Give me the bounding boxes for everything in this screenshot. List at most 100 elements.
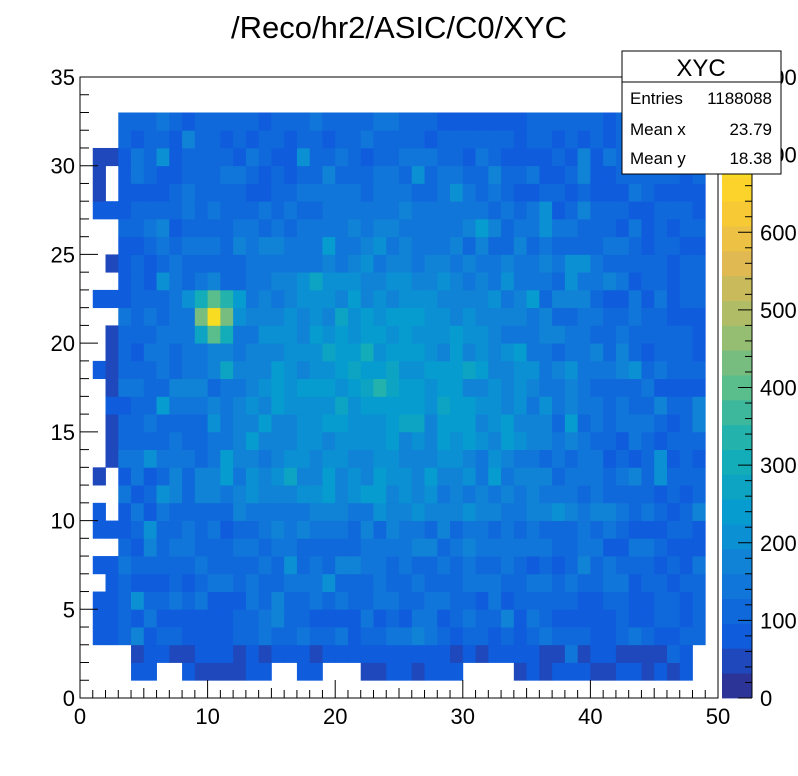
heatmap-cell — [105, 449, 119, 468]
heatmap-cell — [564, 254, 579, 273]
heatmap-cell — [182, 325, 196, 344]
heatmap-cell — [207, 502, 221, 521]
heatmap-cell — [347, 414, 362, 433]
heatmap-cell — [552, 378, 566, 397]
heatmap-cell — [143, 201, 157, 220]
heatmap-cell — [271, 325, 285, 344]
heatmap-cell — [220, 627, 234, 646]
heatmap-cell — [590, 236, 604, 255]
heatmap-cell — [399, 556, 413, 575]
heatmap-cell — [194, 485, 208, 504]
heatmap-cell — [462, 431, 476, 450]
heatmap-cell — [220, 201, 234, 220]
heatmap-cell — [118, 609, 132, 628]
heatmap-cell — [271, 502, 285, 521]
heatmap-cell — [424, 378, 438, 397]
heatmap-cell — [245, 609, 260, 628]
heatmap-cell — [513, 236, 527, 255]
heatmap-cell — [552, 502, 566, 521]
heatmap-cell — [322, 272, 336, 291]
heatmap-cell — [450, 325, 464, 344]
heatmap-cell — [488, 591, 502, 610]
heatmap-cell — [131, 414, 145, 433]
heatmap-cell — [526, 307, 540, 326]
heatmap-cell — [475, 254, 489, 273]
heatmap-cell — [386, 147, 400, 167]
heatmap-cell — [424, 627, 438, 646]
heatmap-cell — [450, 254, 464, 273]
heatmap-cell — [641, 449, 655, 468]
heatmap-cell — [654, 573, 668, 592]
heatmap-cell — [564, 467, 579, 486]
heatmap-cell — [564, 591, 579, 610]
heatmap-cell — [245, 485, 260, 504]
heatmap-cell — [450, 343, 464, 362]
heatmap-cell — [424, 573, 438, 592]
heatmap-cell — [194, 573, 208, 592]
heatmap-cell — [679, 396, 693, 415]
heatmap-cell — [194, 627, 208, 646]
heatmap-cell — [258, 112, 272, 131]
heatmap-cell — [131, 254, 145, 273]
heatmap-cell — [488, 467, 502, 486]
heatmap-cell — [284, 378, 298, 397]
heatmap-cell — [131, 573, 145, 592]
heatmap-cell — [462, 627, 476, 646]
heatmap-cell — [194, 502, 208, 521]
z-tick-label: 400 — [760, 376, 797, 401]
heatmap-cell — [628, 343, 642, 362]
heatmap-cell — [245, 360, 260, 380]
heatmap-cell — [284, 414, 298, 433]
heatmap-cell — [194, 609, 208, 628]
heatmap-cell — [296, 431, 311, 450]
heatmap-cell — [322, 289, 336, 309]
heatmap-cell — [411, 644, 425, 663]
heatmap-cell — [386, 236, 400, 255]
heatmap-cell — [245, 165, 260, 184]
heatmap-cell — [603, 485, 617, 504]
heatmap-cell — [424, 218, 438, 238]
heatmap-cell — [424, 591, 438, 610]
heatmap-cell — [156, 467, 170, 486]
heatmap-cell — [194, 396, 208, 415]
heatmap-cell — [603, 147, 617, 167]
heatmap-cell — [335, 272, 349, 291]
heatmap-cell — [156, 627, 170, 646]
heatmap-cell — [194, 378, 208, 397]
heatmap-cell — [641, 431, 655, 450]
heatmap-cell — [411, 467, 425, 486]
heatmap-cell — [335, 165, 349, 184]
heatmap-cell — [284, 609, 298, 628]
palette-bin — [722, 424, 752, 450]
heatmap-cell — [207, 272, 221, 291]
heatmap-cell — [105, 627, 119, 646]
heatmap-cell — [118, 591, 132, 610]
heatmap-cell — [284, 467, 298, 486]
heatmap-cell — [284, 272, 298, 291]
heatmap-cell — [182, 201, 196, 220]
heatmap-cell — [118, 147, 132, 167]
heatmap-cell — [271, 644, 285, 663]
heatmap-cell — [603, 627, 617, 646]
heatmap-cell — [335, 236, 349, 255]
heatmap-cell — [679, 254, 693, 273]
heatmap-cell — [233, 627, 247, 646]
heatmap-cell — [399, 112, 413, 131]
heatmap-cell — [220, 325, 234, 344]
heatmap-cell — [488, 147, 502, 167]
heatmap-cell — [347, 112, 362, 131]
heatmap-cell — [296, 147, 311, 167]
heatmap-cell — [666, 289, 681, 309]
heatmap-cell — [552, 325, 566, 344]
heatmap-cell — [539, 201, 553, 220]
heatmap-cell — [143, 130, 157, 149]
heatmap-cell — [666, 236, 681, 255]
heatmap-cell — [552, 112, 566, 131]
heatmap-cell — [539, 502, 553, 521]
heatmap-cell — [564, 573, 579, 592]
y-tick-label: 5 — [63, 597, 75, 622]
heatmap-cell — [194, 325, 208, 344]
heatmap-cell — [309, 556, 323, 575]
heatmap-cell — [399, 431, 413, 450]
heatmap-cell — [679, 467, 693, 486]
